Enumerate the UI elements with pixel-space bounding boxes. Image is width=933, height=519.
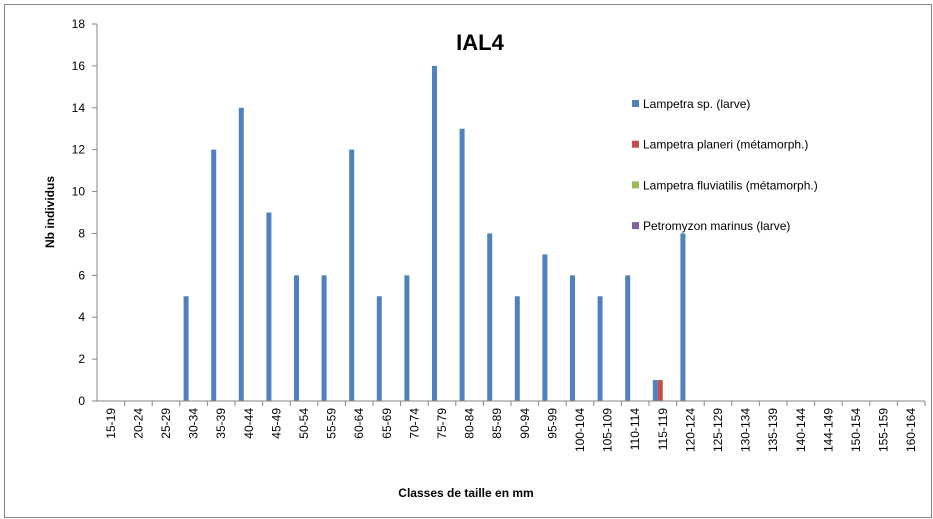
bar [266, 212, 272, 401]
x-tick-label: 30-34 [187, 408, 201, 439]
legend-label: Petromyzon marinus (larve) [643, 219, 790, 233]
x-tick-label: 70-74 [407, 408, 421, 439]
bar [680, 233, 686, 401]
y-tick-label: 14 [72, 101, 86, 115]
x-tick-label: 25-29 [159, 408, 173, 439]
bar [597, 296, 603, 401]
legend-swatch [632, 222, 639, 230]
bar [238, 107, 244, 402]
x-tick-label: 80-84 [463, 408, 477, 439]
x-axis-label: Classes de taille en mm [398, 486, 533, 500]
x-tick-label: 150-154 [849, 408, 863, 452]
legend-label: Lampetra planeri (métamorph.) [643, 138, 808, 152]
x-tick-label: 35-39 [214, 408, 228, 439]
x-tick-label: 65-69 [380, 408, 394, 439]
x-tick-label: 140-144 [794, 408, 808, 452]
bar [459, 128, 465, 401]
x-tick-label: 50-54 [297, 408, 311, 439]
x-tick-label: 95-99 [545, 408, 559, 439]
x-tick-label: 144-149 [821, 408, 835, 452]
bar [404, 275, 410, 401]
x-tick-label: 130-134 [739, 408, 753, 452]
y-axis-label: Nb individus [43, 176, 57, 248]
bar [625, 275, 631, 401]
y-tick-label: 2 [78, 352, 85, 366]
chart-title: IAL4 [456, 30, 504, 55]
x-tick-label: 45-49 [269, 408, 283, 439]
bar [349, 149, 355, 401]
bar [183, 296, 189, 401]
y-tick-label: 8 [78, 226, 85, 240]
legend-swatch [632, 181, 639, 189]
y-tick-label: 6 [78, 268, 85, 282]
x-tick-label: 75-79 [435, 408, 449, 439]
bar [432, 65, 437, 401]
x-tick-label: 155-159 [877, 408, 891, 452]
x-tick-label: 60-64 [352, 408, 366, 439]
y-tick-label: 12 [72, 143, 86, 157]
legend-swatch [632, 100, 639, 107]
bar [487, 233, 493, 401]
y-tick-label: 10 [72, 185, 86, 199]
x-tick-label: 15-19 [104, 408, 118, 439]
x-tick-label: 85-89 [490, 408, 504, 439]
x-tick-label: 105-109 [601, 408, 615, 452]
x-tick-label: 125-129 [711, 408, 725, 452]
bar [294, 275, 299, 401]
legend-label: Lampetra sp. (larve) [643, 97, 750, 111]
bar [542, 254, 548, 401]
bar [321, 275, 327, 401]
bar [211, 149, 217, 401]
legend-swatch [632, 140, 639, 148]
y-tick-label: 16 [72, 59, 86, 73]
x-tick-label: 160-164 [904, 408, 918, 452]
x-tick-label: 100-104 [573, 408, 587, 452]
x-tick-label: 20-24 [131, 408, 145, 439]
bar [652, 380, 658, 401]
legend-label: Lampetra fluviatilis (métamorph.) [643, 178, 818, 192]
y-tick-label: 4 [78, 310, 85, 324]
y-tick-label: 18 [72, 17, 86, 31]
x-tick-label: 90-94 [518, 408, 532, 439]
x-tick-label: 55-59 [325, 408, 339, 439]
bar [514, 296, 520, 401]
y-tick-label: 0 [78, 394, 85, 408]
x-tick-label: 135-139 [766, 408, 780, 452]
bar [657, 380, 663, 401]
x-tick-label: 110-114 [628, 408, 642, 451]
bar [570, 275, 575, 401]
bar [376, 296, 382, 401]
chart-border [4, 4, 932, 518]
x-tick-label: 120-124 [683, 408, 697, 452]
x-tick-label: 115-119 [656, 408, 670, 451]
x-tick-label: 40-44 [242, 408, 256, 439]
